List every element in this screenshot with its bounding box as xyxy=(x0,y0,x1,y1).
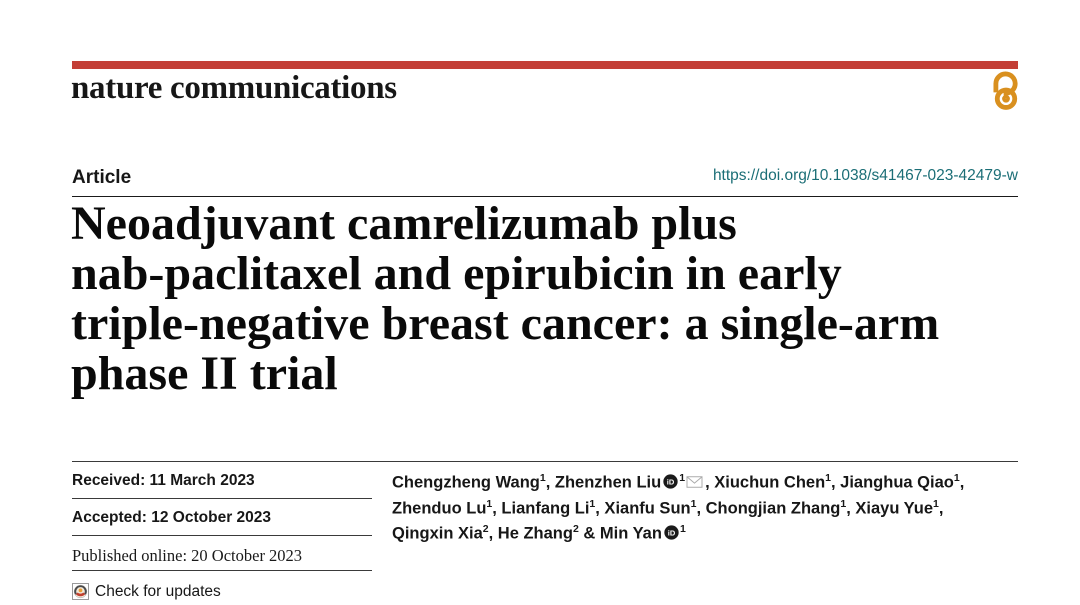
svg-text:iD: iD xyxy=(668,528,676,537)
svg-text:iD: iD xyxy=(667,477,675,486)
